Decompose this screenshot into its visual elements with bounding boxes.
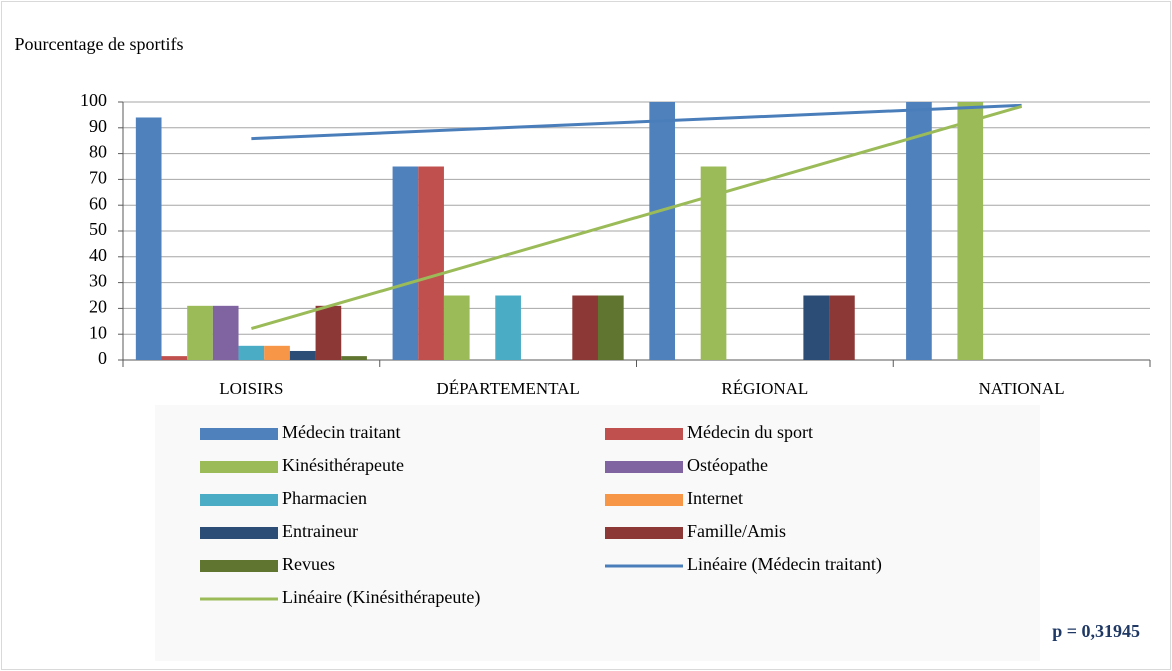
- bar: [187, 305, 213, 360]
- legend-label: Linéaire (Kinésithérapeute): [282, 587, 480, 608]
- legend-swatch: [605, 494, 683, 506]
- y-tick-label: 100: [80, 90, 107, 110]
- y-tick-label: 40: [89, 245, 107, 265]
- bar: [572, 295, 598, 360]
- x-tick-label: DÉPARTEMENTAL: [436, 379, 579, 398]
- bar: [649, 102, 676, 360]
- legend-box: [155, 405, 1040, 661]
- bar: [238, 345, 265, 360]
- legend-label: Ostéopathe: [687, 455, 768, 475]
- y-tick-label: 0: [98, 348, 107, 368]
- bar: [597, 295, 624, 360]
- bar: [443, 295, 470, 360]
- bar: [315, 305, 342, 360]
- legend-swatch: [605, 461, 683, 473]
- trend-line: [250, 104, 1023, 330]
- y-tick-label: 10: [89, 322, 107, 342]
- legend-label: Revues: [282, 554, 335, 574]
- legend-swatch: [200, 527, 278, 539]
- y-tick-label: 70: [89, 168, 107, 188]
- legend-label: Pharmacien: [282, 488, 367, 508]
- legend-label: Médecin traitant: [282, 422, 400, 442]
- legend-label: Kinésithérapeute: [282, 455, 404, 475]
- y-tick-label: 60: [89, 193, 107, 213]
- bar: [341, 356, 367, 360]
- legend-label: Entraineur: [282, 521, 358, 541]
- bar: [829, 295, 855, 360]
- y-tick-label: 50: [89, 219, 107, 239]
- bar: [135, 117, 162, 360]
- y-axis-label: Pourcentage de sportifs: [14, 34, 184, 54]
- x-tick-label: LOISIRS: [219, 379, 283, 398]
- legend-swatch: [605, 428, 683, 440]
- legend-swatch: [605, 527, 683, 539]
- annotation: p = 0,31945: [1052, 621, 1140, 641]
- bar: [418, 166, 444, 360]
- legend-swatch: [200, 461, 278, 473]
- bar: [212, 305, 239, 360]
- y-tick-label: 90: [89, 116, 107, 136]
- legend-label: Internet: [687, 488, 743, 508]
- y-tick-label: 80: [89, 142, 107, 162]
- bar: [803, 295, 830, 360]
- y-tick-label: 30: [89, 271, 107, 291]
- bar: [392, 166, 419, 360]
- x-tick-label: RÉGIONAL: [721, 379, 808, 398]
- y-tick-label: 20: [89, 297, 107, 317]
- bar: [264, 345, 290, 360]
- bar: [495, 295, 521, 360]
- legend-label: Famille/Amis: [687, 521, 786, 541]
- bar: [289, 350, 316, 360]
- legend-swatch: [200, 494, 278, 506]
- x-tick-label: NATIONAL: [979, 379, 1065, 398]
- legend-swatch: [200, 560, 278, 572]
- bar: [957, 102, 984, 360]
- bar: [906, 102, 932, 360]
- legend-swatch: [200, 428, 278, 440]
- bar: [161, 356, 188, 360]
- legend-label: Médecin du sport: [687, 422, 813, 442]
- legend-label: Linéaire (Médecin traitant): [687, 554, 882, 575]
- trend-line: [251, 103, 1022, 141]
